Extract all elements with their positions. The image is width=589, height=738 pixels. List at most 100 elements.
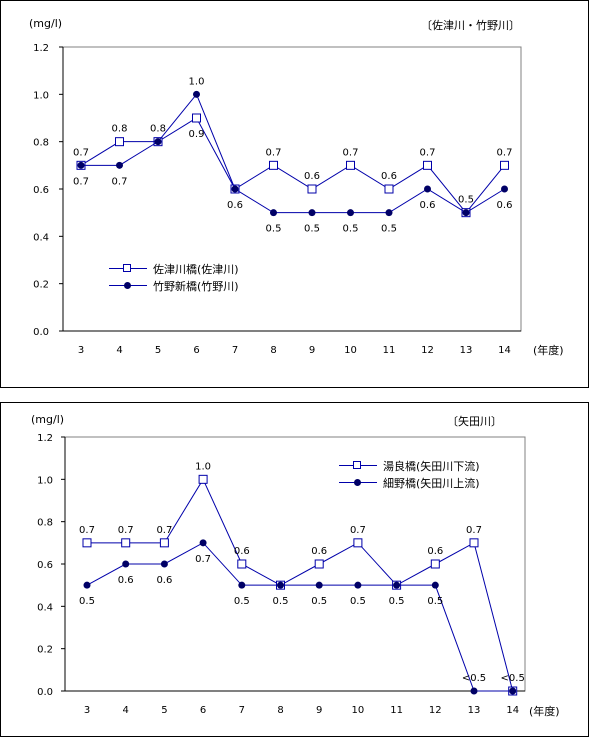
data-label: 0.7 [343,147,359,158]
legend-item-0: 湯良橋(矢田川下流) [339,457,480,474]
data-point-circle [77,161,85,169]
data-label: 0.6 [118,575,134,586]
data-point-circle [315,581,323,589]
legend-label: 竹野新橋(竹野川) [153,279,239,293]
data-point-circle [431,581,439,589]
data-point-circle [462,209,470,217]
data-label: 0.6 [420,200,436,211]
chart-panel-yata: 0.0 0.2 0.4 0.6 0.8 1.0 1.2 3 4 5 6 7 8 9 10 11 12 13 14 (年… [0,402,589,737]
series-line-0 [80,117,505,214]
x-tick-label: 11 [390,705,403,716]
data-label: <0.5 [462,673,486,684]
x-tick-label: 8 [277,705,283,716]
y-tick-label: 1.0 [33,90,49,101]
legend-label: 細野橋(矢田川上流) [383,476,480,490]
data-point-square [237,559,247,569]
y-unit-label: (mg/l) [31,413,65,426]
data-point-square [198,474,208,484]
data-label: 0.5 [79,596,95,607]
x-tick-label: 12 [429,705,442,716]
x-axis-label: (年度) [533,343,564,357]
legend: 湯良橋(矢田川下流) 細野橋(矢田川上流) [339,457,480,491]
y-unit-label: (mg/l) [29,17,63,30]
data-point-circle [83,581,91,589]
data-label: 1.0 [195,461,211,472]
data-point-circle [154,138,162,146]
data-point-square [423,160,432,170]
y-tick-label: 0.4 [37,602,53,613]
x-tick-label: 14 [498,345,511,356]
data-label: 0.7 [195,554,211,565]
data-point-circle [160,560,168,568]
data-point-circle [347,209,354,217]
legend-item-1: 細野橋(矢田川上流) [339,474,480,491]
data-point-circle [238,581,246,589]
data-label: 0.5 [266,224,282,235]
data-label: 0.6 [227,200,243,211]
y-tick-label: 1.0 [37,475,53,486]
data-point-circle [509,687,517,695]
data-label: 0.6 [311,546,327,557]
x-tick-label: 10 [344,345,357,356]
data-point-circle [122,560,130,568]
data-point-square [346,160,355,170]
data-label: 0.6 [427,546,443,557]
series-line-0 [87,478,514,692]
data-label: 0.6 [234,546,250,557]
x-axis-label: (年度) [529,704,560,718]
y-tick-label: 1.2 [37,433,53,444]
data-label: 0.7 [156,525,172,536]
data-label: 0.6 [304,171,320,182]
chart-svg-sazu-takeno: 0.0 0.2 0.4 0.6 0.8 1.0 1.2 3 4 5 6 7 8 9 10 11 12 13 14 (年… [33,43,564,357]
data-point-square [500,160,509,170]
data-point-circle [308,209,316,217]
data-label: 0.7 [420,147,436,158]
data-point-circle [385,209,393,217]
data-point-square [307,184,317,194]
x-tick-label: 4 [116,345,122,356]
data-label: 0.7 [112,176,128,187]
data-point-circle [199,539,207,547]
data-label: 0.5 [304,224,320,235]
data-label: 0.5 [458,195,474,206]
region-label: 〔矢田川〕 [447,415,502,428]
data-label: 0.7 [73,147,89,158]
data-point-circle [270,209,277,217]
data-point-square [469,538,479,548]
x-tick-label: 14 [506,705,519,716]
data-point-square [159,538,169,548]
series-line-1 [81,93,505,214]
data-label: 0.8 [112,124,128,135]
data-label: 0.6 [156,575,172,586]
y-tick-label: 0.0 [37,687,53,698]
data-point-square [384,184,394,194]
filled-circle-marker-icon [339,477,377,489]
legend-label: 佐津川橋(佐津川) [153,262,239,276]
data-point-circle [470,687,478,695]
data-point-circle [501,185,508,193]
data-label: 0.5 [427,596,443,607]
x-tick-label: 11 [383,345,396,356]
open-square-marker-icon [109,263,147,275]
region-label: 〔佐津川・竹野川〕 [421,19,520,32]
data-label: 0.7 [266,147,282,158]
data-point-square [314,559,324,569]
data-point-square [121,538,131,548]
data-label: 0.5 [389,596,405,607]
x-tick-label: 13 [460,345,473,356]
x-tick-label: 3 [78,345,84,356]
data-label: 0.5 [350,596,366,607]
data-point-square [192,113,201,123]
x-tick-label: 5 [161,705,167,716]
data-label: 0.8 [150,124,166,135]
data-label: 0.7 [118,525,134,536]
data-label: 0.7 [79,525,95,536]
y-tick-label: 1.2 [33,43,49,54]
legend-label: 湯良橋(矢田川下流) [383,459,480,473]
legend-item-0: 佐津川橋(佐津川) [109,260,239,277]
y-tick-label: 0.0 [33,327,49,338]
open-square-marker-icon [339,460,377,472]
y-tick-label: 0.2 [33,280,49,291]
x-tick-label: 7 [239,705,245,716]
data-label: 0.7 [497,147,513,158]
